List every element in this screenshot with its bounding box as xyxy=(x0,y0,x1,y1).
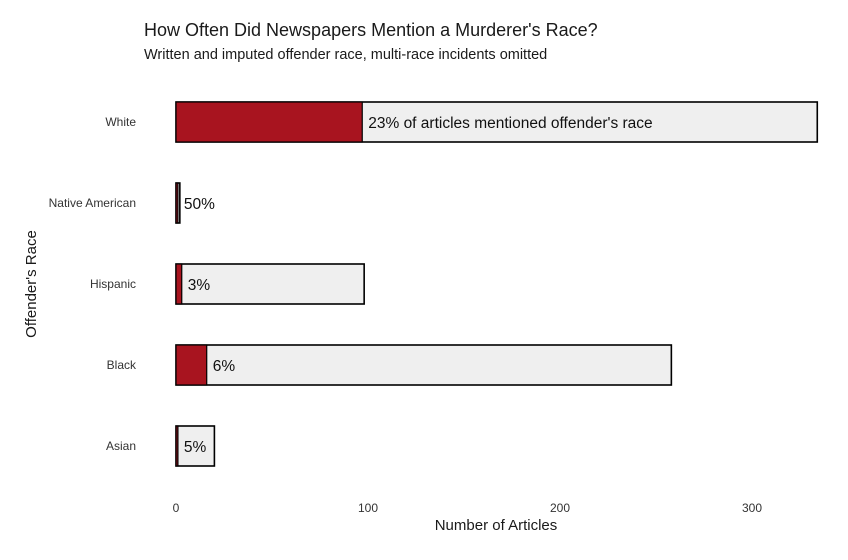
data-label-native-american: 50% xyxy=(184,196,215,213)
bar-mentioned-native-american xyxy=(175,182,179,224)
category-label-asian: Asian xyxy=(106,439,136,453)
category-labels-group: White Native American Hispanic Black Asian xyxy=(49,115,137,453)
bar-total-asian xyxy=(175,425,216,467)
category-label-white: White xyxy=(105,115,136,129)
bars-group: 23% of articles mentioned offender's rac… xyxy=(175,101,819,467)
bar-mentioned-asian xyxy=(175,425,179,467)
x-axis-label: Number of Articles xyxy=(435,517,558,534)
data-label-hispanic: 3% xyxy=(188,277,211,294)
y-axis-label: Offender's Race xyxy=(23,230,40,338)
category-label-hispanic: Hispanic xyxy=(90,277,136,291)
chart-title: How Often Did Newspapers Mention a Murde… xyxy=(144,20,598,40)
category-label-black: Black xyxy=(107,358,137,372)
chart-subtitle: Written and imputed offender race, multi… xyxy=(144,47,548,63)
data-label-black: 6% xyxy=(213,358,236,375)
bar-mentioned-hispanic xyxy=(175,263,183,305)
category-label-native-american: Native American xyxy=(49,196,136,210)
x-tick-label-300: 300 xyxy=(742,501,762,515)
x-tick-labels-group: 0 100 200 300 xyxy=(173,501,763,515)
bar-mentioned-white xyxy=(175,101,363,143)
bar-mentioned-black xyxy=(175,344,208,386)
bar-total-black xyxy=(175,344,673,386)
data-label-asian: 5% xyxy=(184,439,207,456)
x-tick-label-200: 200 xyxy=(550,501,570,515)
data-label-white: 23% of articles mentioned offender's rac… xyxy=(368,115,652,132)
x-tick-label-100: 100 xyxy=(358,501,378,515)
x-tick-label-0: 0 xyxy=(173,501,180,515)
